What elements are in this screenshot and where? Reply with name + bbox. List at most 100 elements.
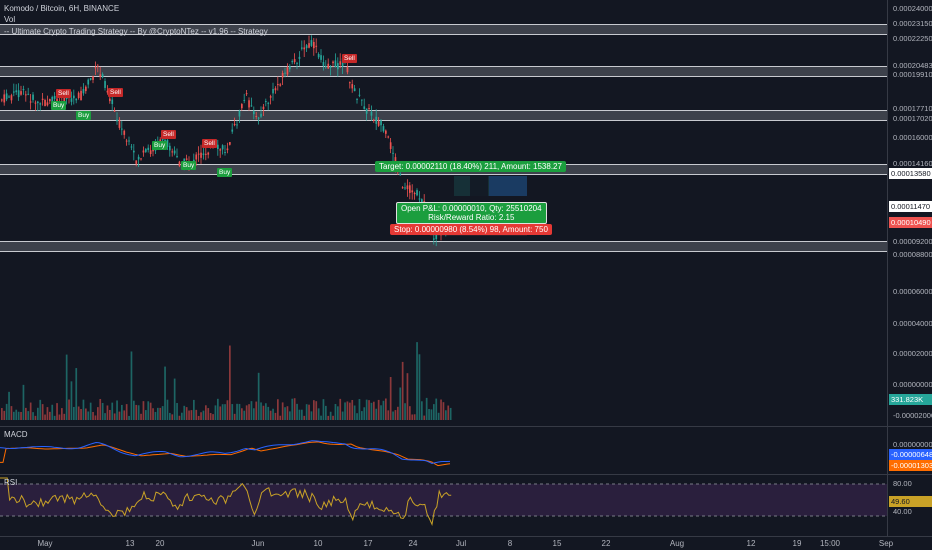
sell-signal: Sell [342, 54, 357, 63]
volume-bar [286, 406, 289, 420]
volume-bar [99, 398, 102, 420]
volume-bar [356, 413, 358, 420]
volume-bar [92, 411, 94, 420]
volume-bar [262, 405, 265, 420]
buy-signal: Buy [76, 111, 92, 120]
price-badge-10490: 0.00010490 [889, 217, 932, 228]
volume-bar [349, 402, 351, 420]
volume-bar [289, 411, 291, 420]
candle-body [207, 152, 210, 155]
volume-bar [243, 410, 246, 420]
candle-body [44, 100, 46, 107]
volume-bar [433, 404, 435, 420]
candle-body [229, 142, 231, 145]
price-pane[interactable] [0, 0, 887, 536]
volume-bar [385, 398, 387, 420]
volume-bar [63, 413, 66, 420]
volume-bar [301, 409, 303, 420]
volume-bar [80, 408, 82, 420]
candle-body [267, 102, 270, 104]
volume-bar [296, 403, 298, 420]
candle-body [185, 158, 188, 160]
volume-bar [221, 404, 224, 420]
volume-bar [339, 398, 342, 420]
candle-body [303, 47, 306, 50]
volume-bar [267, 406, 270, 420]
pane-separator-rsi[interactable] [0, 474, 932, 475]
candle-body [109, 98, 111, 102]
candle-body [3, 94, 6, 103]
volume-bar [257, 372, 260, 420]
candle-body [241, 104, 243, 109]
volume-bar [298, 409, 301, 420]
time-tick: Jun [251, 539, 265, 548]
volume-bar [193, 399, 195, 420]
volume-bar [449, 407, 452, 420]
time-tick: May [37, 539, 53, 548]
rsi-badge: 49.60 [889, 496, 932, 507]
candle-body [5, 93, 8, 100]
volume-bar [358, 399, 361, 420]
candle-body [1, 99, 3, 101]
price-axis[interactable] [887, 0, 932, 536]
candle-body [82, 89, 85, 94]
candle-body [313, 41, 315, 49]
buy-signal: Buy [217, 168, 233, 177]
time-tick: 10 [313, 539, 323, 548]
volume-bar [118, 411, 121, 420]
time-axis[interactable] [0, 536, 932, 550]
candle-body [289, 66, 291, 70]
candle-body [368, 108, 370, 110]
price-tick: 0.00000000 [893, 380, 932, 389]
candle-body [262, 106, 265, 110]
volume-bar [389, 377, 392, 420]
candle-body [41, 98, 44, 101]
time-tick: 24 [408, 539, 418, 548]
candle-body [195, 154, 198, 160]
volume-bar [399, 387, 402, 420]
candle-body [219, 149, 222, 151]
rsi-line [0, 477, 452, 526]
candle-body [332, 61, 334, 64]
candle-body [257, 117, 260, 119]
volume-bar [428, 409, 430, 420]
candle-body [51, 96, 54, 104]
volume-bar [178, 415, 181, 420]
candle-body [253, 111, 255, 115]
candle-body [370, 111, 373, 116]
candle-body [205, 153, 207, 155]
candle-body [94, 67, 97, 69]
volume-bar [200, 412, 202, 420]
volume-bar [226, 400, 229, 420]
volume-series [1, 342, 452, 420]
candle-body [10, 95, 13, 101]
candle-body [65, 97, 68, 100]
candle-body [327, 63, 330, 69]
volume-bar [277, 399, 279, 420]
volume-bar [377, 399, 380, 420]
candle-body [346, 66, 349, 73]
candle-body [245, 93, 248, 95]
candle-body [77, 92, 80, 98]
candle-body [116, 119, 118, 122]
sell-signal: Sell [202, 139, 217, 148]
volume-bar [128, 415, 130, 420]
volume-bar [421, 401, 423, 420]
candle-body [411, 190, 414, 193]
candle-body [320, 55, 322, 60]
volume-bar [291, 398, 294, 420]
pane-separator-macd[interactable] [0, 426, 932, 427]
price-badge-13580: 0.00013580 [889, 168, 932, 179]
candle-body [317, 54, 320, 58]
volume-bar [337, 406, 339, 420]
candle-body [358, 94, 361, 96]
volume-bar [166, 399, 169, 420]
candle-body [238, 110, 241, 117]
volume-bar [70, 381, 73, 420]
price-tick: 0.00008800 [893, 250, 932, 259]
volume-bar [109, 409, 111, 420]
candle-body [147, 147, 150, 151]
volume-bar [142, 401, 145, 420]
volume-bar [185, 407, 188, 420]
